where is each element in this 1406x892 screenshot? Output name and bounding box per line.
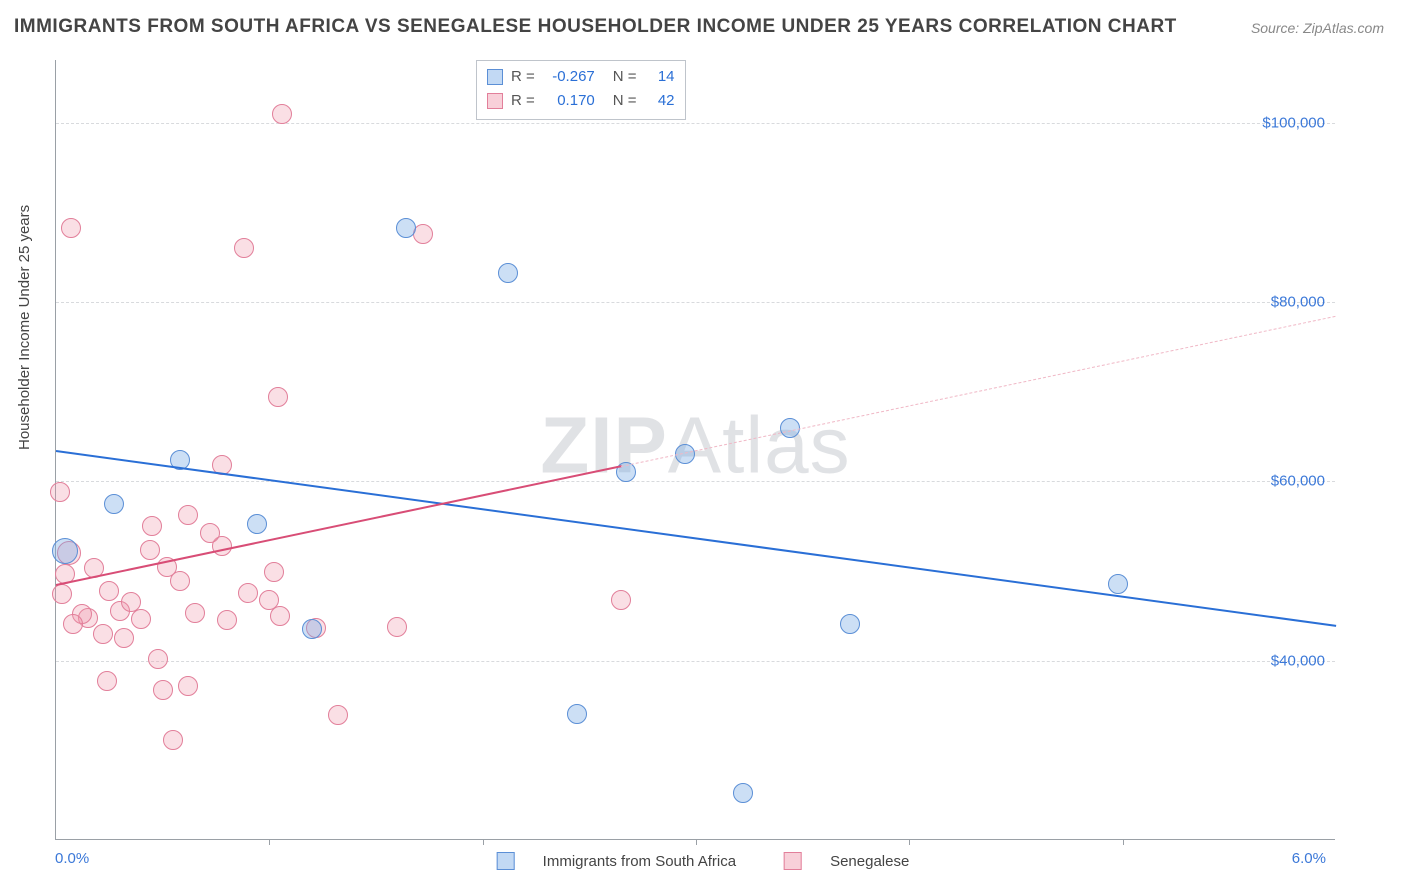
- r-value: -0.267: [543, 65, 595, 89]
- x-axis-max-label: 6.0%: [1292, 850, 1326, 867]
- r-label: R =: [511, 65, 535, 89]
- scatter-point: [163, 730, 183, 750]
- gridline: [56, 481, 1335, 482]
- source-label: Source: ZipAtlas.com: [1251, 20, 1384, 36]
- scatter-point: [140, 540, 160, 560]
- scatter-point: [247, 514, 267, 534]
- watermark-prefix: ZIP: [540, 400, 667, 489]
- swatch-blue-icon: [487, 69, 503, 85]
- stats-row: R = -0.267 N = 14: [487, 65, 675, 89]
- scatter-point: [131, 609, 151, 629]
- y-tick-label: $80,000: [1271, 294, 1325, 311]
- scatter-point: [52, 584, 72, 604]
- scatter-point: [217, 610, 237, 630]
- scatter-point: [114, 628, 134, 648]
- stats-legend: R = -0.267 N = 14 R = 0.170 N = 42: [476, 60, 686, 120]
- scatter-point: [498, 263, 518, 283]
- r-label: R =: [511, 89, 535, 113]
- n-value: 42: [645, 89, 675, 113]
- n-value: 14: [645, 65, 675, 89]
- scatter-point: [234, 238, 254, 258]
- scatter-point: [104, 494, 124, 514]
- scatter-point: [264, 562, 284, 582]
- watermark: ZIPAtlas: [540, 399, 850, 491]
- x-tick-mark: [1123, 839, 1124, 845]
- scatter-point: [142, 516, 162, 536]
- scatter-point: [238, 583, 258, 603]
- scatter-point: [840, 614, 860, 634]
- bottom-legend: Immigrants from South Africa Senegalese: [497, 852, 910, 870]
- scatter-point: [200, 523, 220, 543]
- scatter-point: [121, 592, 141, 612]
- scatter-point: [413, 224, 433, 244]
- trend-line: [56, 466, 622, 587]
- gridline: [56, 302, 1335, 303]
- scatter-point: [52, 538, 78, 564]
- swatch-blue-icon: [497, 852, 515, 870]
- n-label: N =: [613, 89, 637, 113]
- scatter-point: [1108, 574, 1128, 594]
- plot-area: ZIPAtlas R = -0.267 N = 14 R = 0.170 N =…: [55, 60, 1335, 840]
- x-tick-mark: [269, 839, 270, 845]
- scatter-point: [50, 482, 70, 502]
- y-axis-label: Householder Income Under 25 years: [16, 205, 33, 450]
- scatter-point: [97, 671, 117, 691]
- scatter-point: [733, 783, 753, 803]
- scatter-point: [270, 606, 290, 626]
- watermark-suffix: Atlas: [668, 400, 851, 489]
- scatter-point: [185, 603, 205, 623]
- n-label: N =: [613, 65, 637, 89]
- scatter-point: [272, 104, 292, 124]
- r-value: 0.170: [543, 89, 595, 113]
- scatter-point: [328, 705, 348, 725]
- scatter-point: [153, 680, 173, 700]
- x-axis-min-label: 0.0%: [55, 850, 89, 867]
- scatter-point: [148, 649, 168, 669]
- y-tick-label: $100,000: [1262, 114, 1325, 131]
- chart-title: IMMIGRANTS FROM SOUTH AFRICA VS SENEGALE…: [14, 16, 1177, 38]
- scatter-point: [61, 218, 81, 238]
- legend-label: Immigrants from South Africa: [543, 853, 736, 870]
- x-tick-mark: [483, 839, 484, 845]
- trend-line-dashed: [621, 316, 1336, 467]
- scatter-point: [302, 619, 322, 639]
- y-tick-label: $60,000: [1271, 473, 1325, 490]
- scatter-point: [567, 704, 587, 724]
- swatch-pink-icon: [487, 93, 503, 109]
- swatch-pink-icon: [784, 852, 802, 870]
- gridline: [56, 661, 1335, 662]
- scatter-point: [268, 387, 288, 407]
- x-tick-mark: [909, 839, 910, 845]
- y-tick-label: $40,000: [1271, 652, 1325, 669]
- scatter-point: [99, 581, 119, 601]
- scatter-point: [611, 590, 631, 610]
- gridline: [56, 123, 1335, 124]
- scatter-point: [387, 617, 407, 637]
- legend-label: Senegalese: [830, 853, 909, 870]
- stats-row: R = 0.170 N = 42: [487, 89, 675, 113]
- x-tick-mark: [696, 839, 697, 845]
- scatter-point: [396, 218, 416, 238]
- scatter-point: [63, 614, 83, 634]
- scatter-point: [178, 505, 198, 525]
- scatter-point: [93, 624, 113, 644]
- scatter-point: [178, 676, 198, 696]
